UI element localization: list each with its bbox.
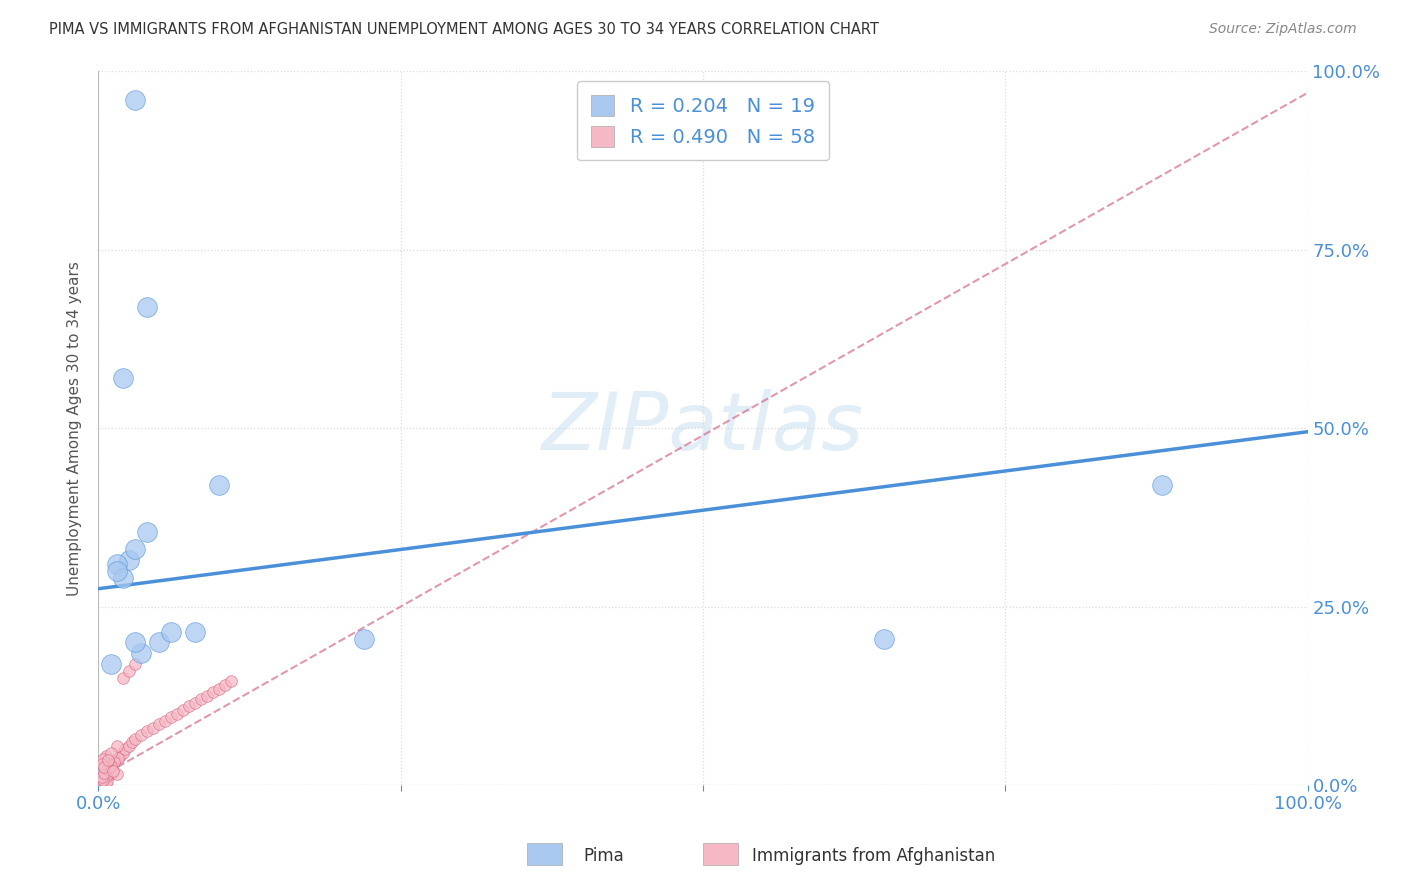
Point [91,772,114,787]
Point [1152,478,1174,492]
Y-axis label: Unemployment Among Ages 30 to 34 years: Unemployment Among Ages 30 to 34 years [67,260,83,596]
Text: Pima: Pima [583,847,624,865]
Text: ZIPatlas: ZIPatlas [541,389,865,467]
Point [91,757,114,772]
Point [118,739,141,753]
Point [93,760,115,774]
Point [195,689,218,703]
Point [160,624,183,639]
Point [873,632,896,646]
Point [100,756,122,771]
Point [135,724,157,739]
Point [111,746,134,760]
Point [100,746,122,760]
Point [114,742,136,756]
Point [91,751,114,765]
Text: Immigrants from Afghanistan: Immigrants from Afghanistan [752,847,995,865]
Point [94,769,117,783]
Point [214,678,236,692]
Point [160,710,183,724]
Point [101,764,124,778]
Point [91,771,114,785]
Point [179,699,201,714]
Point [135,300,157,314]
Point [124,731,146,746]
Point [208,681,231,696]
Point [353,632,375,646]
Point [90,775,112,789]
Point [103,755,125,769]
Legend: R = 0.204   N = 19, R = 0.490   N = 58: R = 0.204 N = 19, R = 0.490 N = 58 [578,81,828,161]
Point [96,762,118,776]
Point [153,714,176,728]
Point [202,685,225,699]
Point [129,728,152,742]
Point [89,772,111,786]
Point [148,635,170,649]
Point [190,692,212,706]
Point [142,721,165,735]
Point [96,773,118,788]
Point [97,769,120,783]
Point [91,772,114,787]
Point [111,671,134,685]
Point [118,664,141,678]
Point [111,571,134,585]
Text: PIMA VS IMMIGRANTS FROM AFGHANISTAN UNEMPLOYMENT AMONG AGES 30 TO 34 YEARS CORRE: PIMA VS IMMIGRANTS FROM AFGHANISTAN UNEM… [49,22,879,37]
Point [135,524,157,539]
Text: Source: ZipAtlas.com: Source: ZipAtlas.com [1209,22,1357,37]
Point [129,646,152,660]
Point [105,557,128,571]
Point [100,657,122,671]
Point [94,748,117,763]
Point [93,765,115,780]
Point [94,776,117,790]
Point [107,751,129,765]
Point [108,749,131,764]
Point [98,765,121,780]
Point [100,767,122,781]
Point [101,764,124,778]
Point [98,758,121,772]
Point [105,739,128,753]
Point [105,766,128,780]
Point [93,774,115,789]
Point [105,564,128,578]
Point [166,706,188,721]
Point [97,760,120,774]
Point [97,755,120,769]
Point [91,770,114,784]
Point [104,753,127,767]
Point [100,758,122,772]
Point [124,542,146,557]
Point [118,553,141,567]
Point [124,657,146,671]
Point [184,696,207,710]
Point [172,703,194,717]
Point [121,735,143,749]
Point [148,717,170,731]
Point [124,635,146,649]
Point [184,624,207,639]
Point [208,478,231,492]
Point [124,93,146,107]
Point [111,371,134,385]
Point [221,674,243,689]
Point [97,753,120,767]
